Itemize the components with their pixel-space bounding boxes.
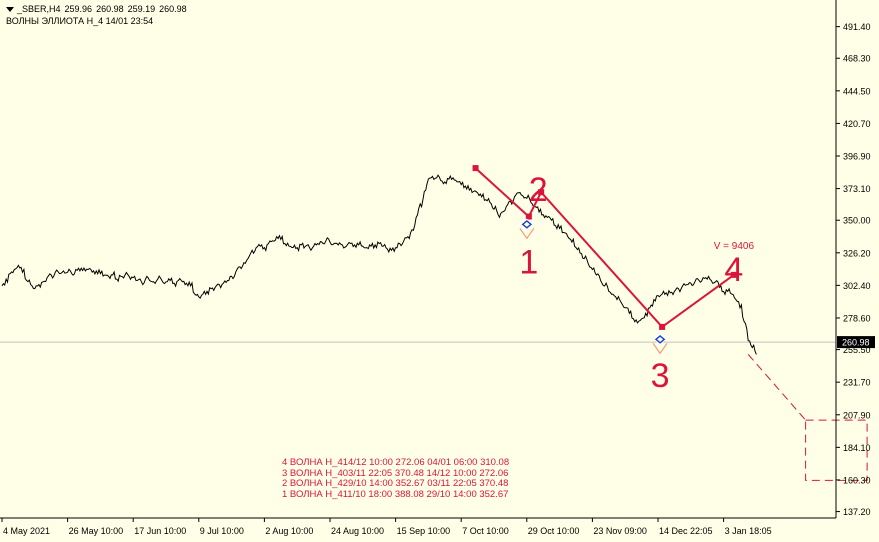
signal-arrow	[519, 228, 535, 240]
y-tick-label: 468.30	[843, 54, 871, 64]
wave-table-row: 4 ВОЛНА H_414/12 10:00 272.06 04/01 06:0…	[282, 457, 510, 468]
wave-number-3: 3	[651, 357, 670, 395]
y-tick-label: 491.40	[843, 22, 871, 32]
dropdown-triangle-icon[interactable]	[6, 7, 14, 13]
x-tick-label: 23 Nov 09:00	[593, 526, 647, 536]
y-tick-label: 420.70	[843, 119, 871, 129]
y-tick-label: 207.90	[843, 410, 871, 420]
x-tick-label: 2 Aug 10:00	[265, 526, 313, 536]
signal-diamond-core	[657, 336, 664, 342]
x-tick-label: 4 May 2021	[3, 526, 50, 536]
y-tick-label: 184.10	[843, 443, 871, 453]
signal-diamond-core	[523, 221, 530, 227]
signal-arrow	[652, 343, 668, 355]
y-tick-label: 326.20	[843, 248, 871, 258]
wave-table-row: 3 ВОЛНА H_403/11 22:05 370.48 14/12 10:0…	[282, 467, 509, 479]
current-price-label: 260.98	[842, 338, 870, 348]
x-tick-label: 7 Oct 10:00	[462, 526, 509, 536]
y-tick-label: 255.50	[843, 345, 871, 355]
elliott-wave-layer: 1 2 3 4V = 9406	[472, 165, 868, 481]
y-tick-label: 278.60	[843, 313, 871, 323]
projection-line	[747, 354, 806, 421]
x-tick-label: 17 Jun 10:00	[134, 526, 186, 536]
wave-point	[538, 189, 545, 196]
price-line	[1, 174, 757, 355]
x-tick-label: 29 Oct 10:00	[528, 526, 580, 536]
wave-table: 4 ВОЛНА H_414/12 10:00 272.06 04/01 06:0…	[282, 457, 510, 500]
y-tick-label: 396.90	[843, 152, 871, 162]
symbol-info-line: _SBER,H4 259.96 260.98 259.19 260.98	[6, 4, 187, 14]
high-price: 260.98	[96, 4, 124, 14]
x-tick-label: 26 May 10:00	[69, 526, 124, 536]
indicator-name: ВОЛНЫ ЭЛЛИОТА H_4 14/01 23:54	[6, 16, 154, 26]
x-tick-label: 24 Aug 10:00	[331, 526, 384, 536]
wave-point	[525, 213, 532, 220]
wave-number-4: 4	[724, 251, 743, 289]
close-price: 260.98	[159, 4, 187, 14]
x-tick-label: 9 Jul 10:00	[200, 526, 244, 536]
y-tick-label: 160.30	[843, 475, 871, 485]
wave-number-2: 2	[529, 171, 548, 209]
x-tick-label: 15 Sep 10:00	[397, 526, 451, 536]
y-tick-label: 350.00	[843, 216, 871, 226]
symbol-name: _SBER,H4	[17, 4, 61, 14]
y-tick-label: 231.70	[843, 378, 871, 388]
wave-start-point	[472, 165, 479, 172]
wave-table-row: 2 ВОЛНА H_429/10 14:00 352.67 03/11 22:0…	[282, 478, 509, 489]
wave-number-1: 1	[519, 244, 538, 282]
x-tick-label: 14 Dec 22:05	[659, 526, 713, 536]
y-tick-label: 373.10	[843, 184, 871, 194]
x-tick-label: 3 Jan 18:05	[725, 526, 772, 536]
wave-point	[659, 323, 666, 330]
y-tick-label: 444.50	[843, 86, 871, 96]
open-price: 259.96	[64, 4, 93, 14]
price-series-layer	[1, 174, 757, 355]
y-tick-label: 137.20	[843, 507, 871, 517]
wave-point	[730, 271, 737, 278]
wave-table-row: 1 ВОЛНА H_411/10 18:00 388.08 29/10 14:0…	[282, 488, 509, 500]
low-price: 259.19	[127, 4, 156, 14]
volume-label: V = 9406	[714, 241, 755, 252]
current-price-tag	[837, 336, 875, 349]
y-tick-label: 302.40	[843, 281, 871, 291]
